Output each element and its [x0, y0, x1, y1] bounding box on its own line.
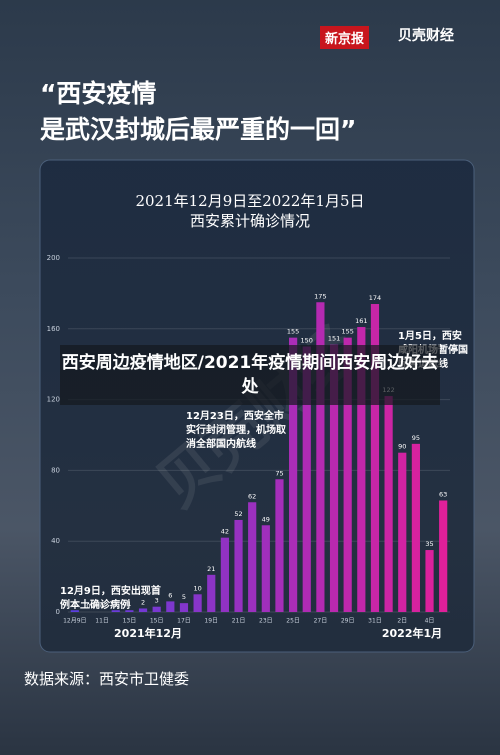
bar	[179, 603, 189, 612]
logo-left: 新京报	[320, 26, 370, 49]
bar	[220, 537, 229, 612]
value-label: 175	[314, 292, 326, 300]
bar	[248, 502, 257, 612]
value-label: 52	[234, 510, 242, 518]
value-label: 6	[168, 591, 172, 599]
bar	[138, 608, 148, 612]
x-tick-label: 19日	[204, 618, 218, 625]
value-label: 3	[155, 597, 159, 605]
y-tick-label: 120	[47, 396, 60, 404]
bar	[343, 337, 352, 612]
value-label: 35	[425, 540, 433, 548]
x-tick-label: 15日	[150, 618, 164, 625]
bar	[193, 594, 202, 612]
value-label: 1	[73, 600, 77, 608]
y-tick-label: 160	[47, 325, 60, 333]
banner: 西安周边疫情地区/2021年疫情期间西安周边好去处	[60, 345, 440, 405]
x-tick-label: 25日	[286, 618, 300, 625]
value-label: 42	[221, 528, 229, 536]
bar	[166, 601, 175, 612]
value-label: 161	[355, 317, 367, 325]
bar	[425, 550, 434, 612]
value-label: 95	[412, 434, 420, 442]
value-label: 155	[287, 328, 299, 336]
value-label: 49	[262, 515, 270, 523]
value-label: 150	[301, 337, 313, 345]
chart-title: 西安累计确诊情况	[190, 212, 310, 230]
x-tick-label: 4日	[425, 618, 435, 625]
quote: “西安疫情 是武汉封城后最严重的一回”	[40, 76, 356, 148]
quote-line: 是武汉封城后最严重的一回”	[40, 115, 357, 144]
bar	[125, 610, 134, 612]
x-tick-label: 21日	[232, 618, 246, 625]
value-label: 5	[182, 593, 186, 601]
annotation: 12月9日，西安出现首例本土确诊病例	[60, 586, 161, 611]
value-label: 62	[248, 492, 256, 500]
chart-card	[39, 159, 475, 653]
chart-title: 2021年12月9日至2022年1月5日	[135, 192, 364, 210]
value-label: 2	[141, 598, 145, 606]
month-label: 2021年12月	[114, 626, 182, 640]
x-tick-label: 31日	[368, 618, 382, 625]
logo-right: 贝壳财经	[398, 28, 454, 44]
annotation: 12月23日，西安全市实行封闭管理，机场取消全部国内航线	[186, 411, 286, 450]
value-label: 63	[439, 490, 447, 498]
bar	[302, 346, 311, 612]
value-label: 21	[207, 565, 215, 573]
y-tick-label: 40	[51, 537, 60, 545]
month-label: 2022年1月	[382, 626, 442, 640]
value-label: 1	[114, 600, 118, 608]
value-label: 75	[275, 469, 283, 477]
bar	[439, 500, 448, 612]
x-tick-label: 17日	[177, 618, 191, 625]
x-tick-label: 11日	[95, 618, 109, 625]
bar	[70, 610, 79, 612]
bar	[152, 606, 161, 612]
x-tick-label: 29日	[341, 618, 355, 625]
bar	[289, 337, 298, 612]
bar	[111, 610, 120, 612]
y-tick-label: 80	[51, 466, 60, 474]
x-tick-label: 27日	[314, 618, 328, 625]
x-tick-label: 2日	[397, 618, 407, 625]
bar	[357, 327, 366, 612]
value-label: 155	[341, 328, 353, 336]
x-tick-label: 13日	[123, 618, 137, 625]
value-label: 0	[100, 602, 104, 610]
bar	[316, 302, 325, 612]
x-tick-label: 23日	[259, 618, 273, 625]
bar	[275, 479, 284, 612]
bar	[384, 396, 393, 612]
bar	[398, 452, 407, 612]
value-label: 90	[398, 443, 406, 451]
value-label: 174	[369, 294, 381, 302]
source: 数据来源：西安市卫健委	[24, 670, 190, 688]
bar	[234, 519, 243, 612]
value-label: 1	[127, 600, 131, 608]
value-label: 10	[193, 584, 201, 592]
value-label: 151	[328, 335, 340, 343]
bar	[261, 525, 270, 612]
bar	[411, 443, 420, 612]
x-tick-label: 12月9日	[63, 618, 86, 625]
y-tick-label: 0	[56, 608, 60, 616]
bar	[329, 344, 339, 612]
bar	[207, 574, 216, 612]
bar	[370, 304, 380, 612]
quote-line: “西安疫情	[40, 79, 157, 108]
y-tick-label: 200	[47, 254, 60, 262]
value-label: 0	[86, 602, 90, 610]
